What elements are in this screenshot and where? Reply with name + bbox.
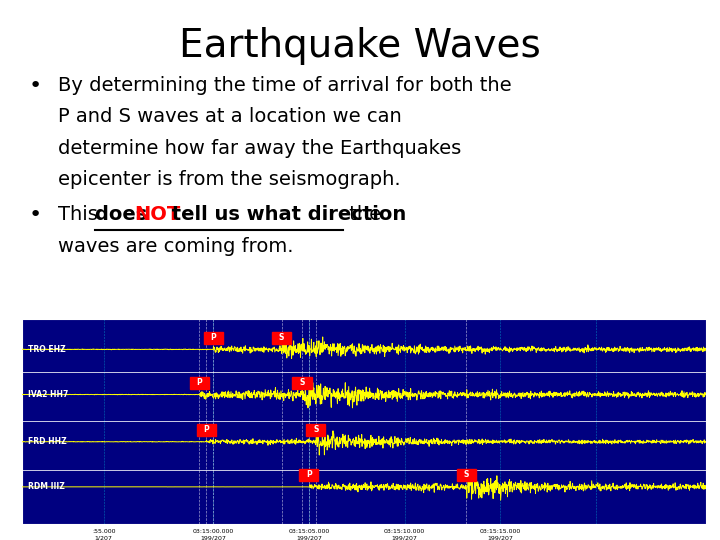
- Text: TRO EHZ: TRO EHZ: [29, 345, 66, 354]
- Text: 03:15:15.000
199/207: 03:15:15.000 199/207: [480, 529, 521, 540]
- Text: S: S: [279, 333, 284, 342]
- FancyBboxPatch shape: [456, 469, 476, 481]
- Text: By determining the time of arrival for both the: By determining the time of arrival for b…: [58, 76, 511, 94]
- Text: 03:15:10.000
199/207: 03:15:10.000 199/207: [384, 529, 426, 540]
- Text: This: This: [58, 206, 104, 225]
- Text: P: P: [197, 378, 202, 387]
- FancyBboxPatch shape: [204, 332, 222, 343]
- FancyBboxPatch shape: [197, 424, 216, 436]
- Text: waves are coming from.: waves are coming from.: [58, 237, 293, 256]
- Text: IVA2 HH7: IVA2 HH7: [29, 390, 69, 399]
- Text: the: the: [343, 206, 382, 225]
- Text: epicenter is from the seismograph.: epicenter is from the seismograph.: [58, 171, 400, 190]
- FancyBboxPatch shape: [300, 469, 318, 481]
- Text: 03:15:05.000
199/207: 03:15:05.000 199/207: [288, 529, 330, 540]
- Text: 03:15:00.000
199/207: 03:15:00.000 199/207: [192, 529, 234, 540]
- Text: S: S: [300, 378, 305, 387]
- Text: P: P: [204, 426, 209, 434]
- Text: P: P: [210, 333, 216, 342]
- Text: NOT: NOT: [135, 206, 181, 225]
- Text: P: P: [306, 470, 312, 480]
- Text: P and S waves at a location we can: P and S waves at a location we can: [58, 107, 401, 126]
- Text: •: •: [29, 76, 42, 96]
- Text: determine how far away the Earthquakes: determine how far away the Earthquakes: [58, 139, 461, 158]
- Text: •: •: [29, 206, 42, 226]
- Text: S: S: [313, 426, 318, 434]
- Text: tell us what direction: tell us what direction: [165, 206, 406, 225]
- Text: S: S: [464, 470, 469, 480]
- Text: :55.000
1/207: :55.000 1/207: [92, 529, 115, 540]
- FancyBboxPatch shape: [306, 424, 325, 436]
- Text: FRD HHZ: FRD HHZ: [29, 437, 67, 446]
- FancyBboxPatch shape: [272, 332, 291, 343]
- FancyBboxPatch shape: [190, 377, 209, 389]
- Text: does: does: [95, 206, 154, 225]
- Text: Earthquake Waves: Earthquake Waves: [179, 27, 541, 65]
- Text: RDM IIIZ: RDM IIIZ: [29, 482, 66, 491]
- FancyBboxPatch shape: [292, 377, 312, 389]
